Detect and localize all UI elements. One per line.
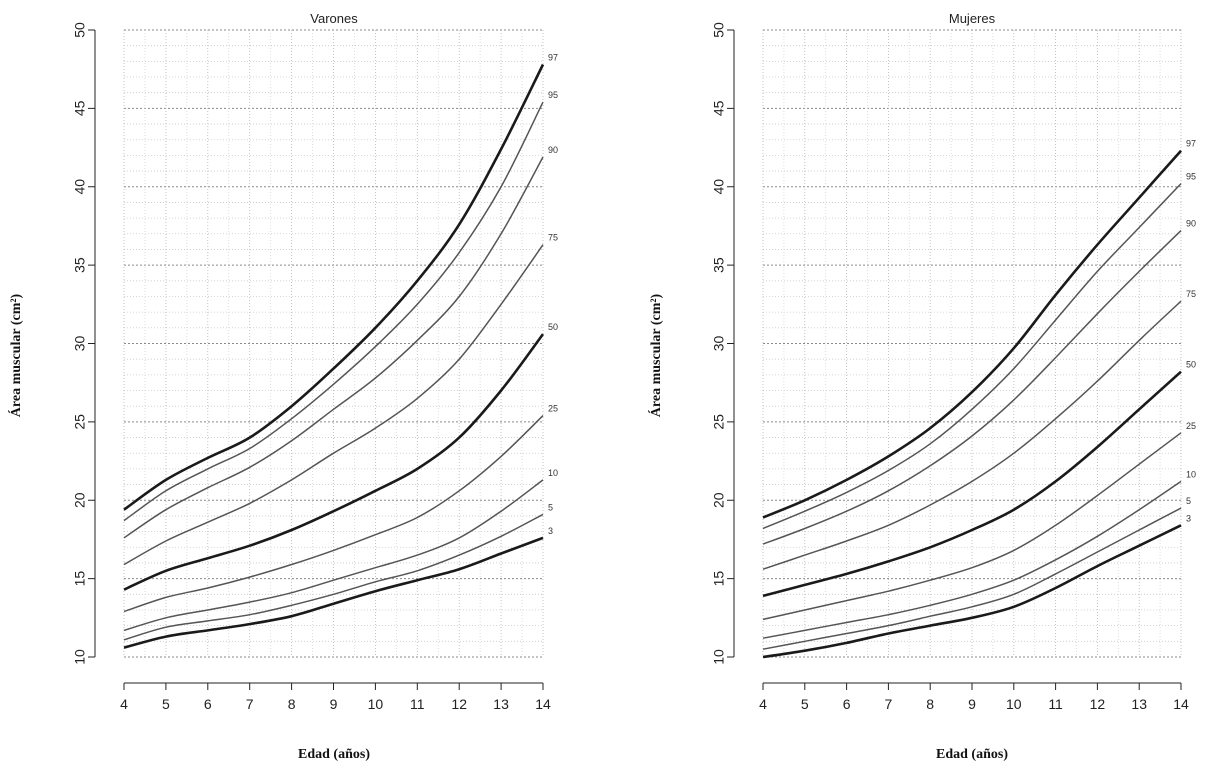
percentile-label: 95 [1186,172,1196,182]
y-tick-label: 10 [72,649,88,665]
x-tick-label: 7 [246,696,254,712]
y-axis-mujeres: 10 15 20 25 30 35 40 45 50 [711,22,735,665]
percentile-label: 75 [548,233,558,243]
y-tick-label: 20 [72,492,88,508]
percentile-label: 25 [1186,421,1196,431]
grid-varones [123,29,544,658]
series-line-p5 [123,513,544,641]
series-line-p10 [762,480,1182,639]
x-tick-label: 11 [410,696,425,712]
y-tick-label: 45 [711,100,727,116]
percentile-label: 97 [1186,139,1196,149]
y-tick-label: 30 [711,336,727,352]
y-tick-label: 25 [711,414,727,430]
percentile-label: 3 [548,526,553,536]
percentile-label: 10 [1186,469,1196,479]
grid-mujeres [762,29,1182,658]
x-tick-label: 9 [330,696,338,712]
series-line-p90 [762,230,1182,545]
x-tick-label: 6 [204,696,212,712]
percentile-label: 25 [548,404,558,414]
percentile-label: 50 [1186,360,1196,370]
y-tick-label: 25 [72,414,88,430]
series-line-p95 [762,183,1182,530]
series-line-p3 [123,536,544,649]
percentile-label: 90 [548,145,558,155]
series-line-p50 [762,370,1182,598]
y-tick-label: 30 [72,336,88,352]
y-tick-label: 35 [72,257,88,273]
y-tick-label: 45 [72,100,88,116]
series-line-p3 [762,524,1182,659]
y-tick-label: 40 [72,179,88,195]
series-group-mujeres: 97 95 90 75 50 25 10 5 3 [762,139,1196,659]
y-tick-label: 20 [711,492,727,508]
x-tick-label: 14 [535,696,551,712]
series-line-p10 [123,479,544,632]
percentile-label: 95 [548,90,558,100]
x-tick-label: 9 [968,696,976,712]
x-tick-label: 14 [1173,696,1189,712]
x-tick-label: 10 [368,696,384,712]
percentile-label: 75 [1186,289,1196,299]
x-tick-label: 10 [1006,696,1022,712]
series-line-p90 [123,156,544,539]
x-axis-mujeres: 4 5 6 7 8 9 10 11 12 13 14 [759,682,1189,712]
x-tick-label: 13 [493,696,509,712]
series-line-p97 [123,63,545,511]
y-tick-label: 10 [711,649,727,665]
percentile-label: 10 [548,468,558,478]
y-tick-label: 15 [72,571,88,587]
series-line-p25 [762,432,1182,621]
x-tick-label: 5 [162,696,170,712]
y-axis-varones: 10 15 20 25 30 35 40 45 50 [72,22,96,665]
y-axis-title: Área muscular (cm²) [647,293,664,417]
x-axis-title: Edad (años) [936,747,1008,762]
percentile-label: 5 [548,502,553,512]
series-line-p95 [123,101,544,522]
x-tick-label: 8 [288,696,296,712]
series-group-varones: 97 95 90 75 50 25 10 5 3 [123,52,558,649]
x-axis-varones: 4 5 6 7 8 9 10 11 12 13 14 [120,682,551,712]
percentile-label: 5 [1186,496,1191,506]
series-line-p75 [123,244,544,566]
x-tick-label: 13 [1131,696,1147,712]
y-tick-label: 15 [711,571,727,587]
x-tick-label: 11 [1048,696,1063,712]
chart-title: Mujeres [949,11,996,26]
x-tick-label: 4 [120,696,128,712]
x-axis-title: Edad (años) [298,747,370,762]
percentile-label: 97 [548,52,558,62]
x-tick-label: 12 [451,696,467,712]
percentile-label: 3 [1186,513,1191,523]
series-line-p50 [123,333,545,591]
x-tick-label: 5 [801,696,809,712]
y-tick-label: 40 [711,179,727,195]
x-tick-label: 4 [759,696,767,712]
series-line-p25 [123,415,544,613]
percentile-label: 50 [548,322,558,332]
chart-title: Varones [310,11,358,26]
series-line-p75 [762,300,1182,570]
y-tick-label: 50 [711,22,727,38]
y-tick-label: 50 [72,22,88,38]
x-tick-label: 7 [885,696,893,712]
series-line-p97 [762,149,1182,519]
percentile-label: 90 [1186,219,1196,229]
x-tick-label: 12 [1090,696,1106,712]
series-line-p5 [762,507,1182,650]
x-tick-label: 6 [843,696,851,712]
x-tick-label: 8 [926,696,934,712]
y-tick-label: 35 [711,257,727,273]
y-axis-title: Área muscular (cm²) [7,293,24,417]
